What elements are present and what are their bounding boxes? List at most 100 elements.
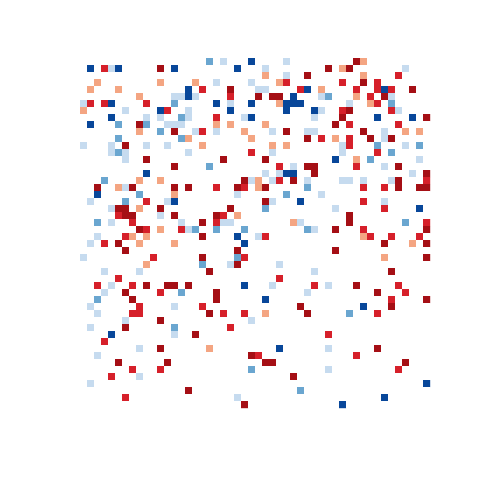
- heatmap-cell: [108, 296, 116, 304]
- heatmap-cell: [402, 233, 410, 241]
- heatmap-cell: [423, 359, 431, 367]
- heatmap-cell: [220, 170, 228, 178]
- heatmap-cell: [332, 268, 340, 276]
- heatmap-cell: [234, 107, 242, 115]
- heatmap-cell: [283, 338, 291, 346]
- heatmap-cell: [164, 93, 172, 101]
- heatmap-cell: [227, 261, 235, 269]
- heatmap-cell: [297, 261, 305, 269]
- heatmap-cell: [164, 310, 172, 318]
- heatmap-cell: [325, 100, 333, 108]
- heatmap-cell: [255, 72, 263, 80]
- heatmap-cell: [101, 261, 109, 269]
- heatmap-cell: [101, 380, 109, 388]
- heatmap-cell: [318, 240, 326, 248]
- heatmap-cell: [206, 373, 214, 381]
- heatmap-cell: [248, 296, 256, 304]
- heatmap-cell: [297, 177, 305, 185]
- heatmap-cell: [367, 268, 375, 276]
- heatmap-cell: [164, 212, 172, 220]
- heatmap-cell: [332, 352, 340, 360]
- heatmap-cell: [171, 261, 179, 269]
- heatmap-cell: [80, 296, 88, 304]
- heatmap-cell: [395, 310, 403, 318]
- heatmap-cell: [241, 310, 249, 318]
- heatmap-cell: [108, 373, 116, 381]
- heatmap-cell: [353, 233, 361, 241]
- heatmap-cell: [339, 401, 347, 409]
- heatmap-cell: [297, 380, 305, 388]
- heatmap-cell: [241, 345, 249, 353]
- heatmap-cell: [318, 373, 326, 381]
- heatmap-cell: [122, 191, 130, 199]
- heatmap-cell: [255, 373, 263, 381]
- heatmap-cell: [311, 254, 319, 262]
- heatmap-cell: [94, 121, 102, 129]
- heatmap-cell: [94, 205, 102, 213]
- heatmap-cell: [388, 240, 396, 248]
- heatmap-cell: [129, 296, 137, 304]
- heatmap-cell: [171, 128, 179, 136]
- heatmap-cell: [213, 338, 221, 346]
- heatmap-cell: [346, 366, 354, 374]
- heatmap-cell: [374, 226, 382, 234]
- heatmap-cell: [402, 345, 410, 353]
- heatmap-cell: [381, 338, 389, 346]
- heatmap-cell: [339, 212, 347, 220]
- heatmap-cell: [276, 324, 284, 332]
- heatmap-cell: [339, 247, 347, 255]
- heatmap-cell: [80, 324, 88, 332]
- heatmap-cell: [416, 177, 424, 185]
- heatmap-cell: [332, 345, 340, 353]
- heatmap-cell: [353, 191, 361, 199]
- heatmap-cell: [255, 184, 263, 192]
- heatmap-cell: [234, 247, 242, 255]
- heatmap-cell: [423, 219, 431, 227]
- heatmap-cell: [227, 79, 235, 87]
- heatmap-cell: [80, 114, 88, 122]
- heatmap-cell: [290, 331, 298, 339]
- heatmap-cell: [164, 233, 172, 241]
- heatmap-cell: [262, 156, 270, 164]
- heatmap-cell: [339, 163, 347, 171]
- heatmap-cell: [199, 163, 207, 171]
- heatmap-cell: [339, 261, 347, 269]
- heatmap-cell: [115, 135, 123, 143]
- heatmap-cell: [353, 163, 361, 171]
- heatmap-cell: [143, 79, 151, 87]
- heatmap-cell: [262, 345, 270, 353]
- heatmap-cell: [283, 205, 291, 213]
- heatmap-cell: [318, 100, 326, 108]
- heatmap-cell: [353, 352, 361, 360]
- heatmap-cell: [346, 359, 354, 367]
- heatmap-cell: [262, 191, 270, 199]
- heatmap-cell: [129, 205, 137, 213]
- heatmap-cell: [101, 268, 109, 276]
- heatmap-cell: [199, 170, 207, 178]
- heatmap-cell: [115, 282, 123, 290]
- heatmap-cell: [381, 387, 389, 395]
- heatmap-cell: [367, 233, 375, 241]
- heatmap-cell: [304, 79, 312, 87]
- heatmap-cell: [255, 177, 263, 185]
- heatmap-cell: [311, 394, 319, 402]
- heatmap-cell: [157, 275, 165, 283]
- heatmap-cell: [353, 135, 361, 143]
- heatmap-cell: [199, 240, 207, 248]
- heatmap-cell: [416, 135, 424, 143]
- heatmap-cell: [199, 128, 207, 136]
- heatmap-cell: [367, 352, 375, 360]
- heatmap-cell: [178, 135, 186, 143]
- heatmap-cell: [276, 58, 284, 66]
- heatmap-cell: [318, 72, 326, 80]
- heatmap-cell: [269, 191, 277, 199]
- heatmap-cell: [395, 170, 403, 178]
- heatmap-cell: [80, 163, 88, 171]
- heatmap-cell: [129, 226, 137, 234]
- heatmap-cell: [87, 380, 95, 388]
- heatmap-cell: [262, 254, 270, 262]
- heatmap-cell: [241, 177, 249, 185]
- heatmap-cell: [262, 310, 270, 318]
- heatmap-cell: [276, 373, 284, 381]
- heatmap-cell: [199, 149, 207, 157]
